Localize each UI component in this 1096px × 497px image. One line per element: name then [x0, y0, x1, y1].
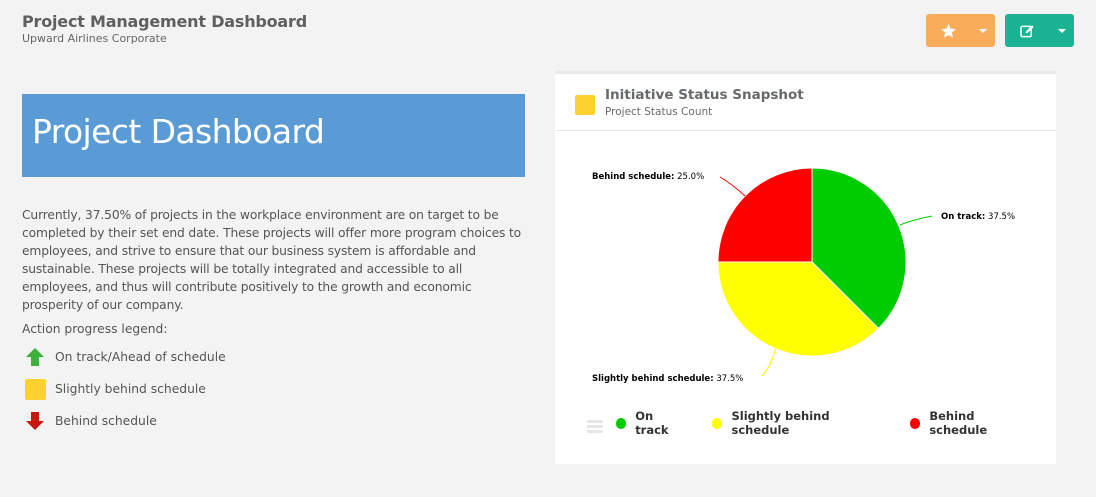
panel-title: Initiative Status Snapshot [605, 87, 804, 103]
chart-legend-item-on-track[interactable]: On track [615, 409, 689, 437]
description-text: Currently, 37.50% of projects in the wor… [22, 208, 522, 312]
page-title: Project Management Dashboard [22, 12, 307, 31]
panel-subtitle: Project Status Count [605, 106, 713, 118]
hero-banner: Project Dashboard [22, 94, 525, 177]
chart-legend-label: On track [635, 409, 669, 437]
label-on-track: On track: 37.5% [941, 212, 1015, 222]
yellow-square-icon [575, 95, 595, 115]
favorite-button[interactable] [926, 14, 970, 47]
star-icon [940, 23, 956, 38]
label-behind: Behind schedule: 25.0% [592, 172, 704, 182]
chart-legend-item-slightly-behind[interactable]: Slightly behind schedule [711, 409, 887, 437]
edit-button[interactable] [1005, 14, 1049, 47]
hamburger-icon[interactable] [587, 419, 603, 433]
favorite-dropdown-toggle[interactable] [970, 14, 995, 47]
chart-legend-label: Behind schedule [929, 409, 988, 437]
action-legend-title: Action progress legend: [22, 322, 168, 336]
chart-legend: On track Slightly behind schedule Behind… [587, 409, 1056, 437]
edit-dropdown-toggle[interactable] [1049, 14, 1074, 47]
label-slightly-behind: Slightly behind schedule: 37.5% [592, 374, 743, 384]
pie-slice-on-track[interactable] [811, 167, 907, 330]
legend-item-on-track: On track/Ahead of schedule [24, 346, 226, 368]
hero-title: Project Dashboard [32, 112, 325, 151]
page-subtitle: Upward Airlines Corporate [22, 32, 167, 45]
legend-item-slightly-behind: Slightly behind schedule [24, 378, 206, 400]
edit-button-group[interactable] [1005, 14, 1074, 47]
edit-icon [1019, 24, 1034, 37]
legend-label: Behind schedule [55, 414, 157, 428]
chart-legend-label: Slightly behind schedule [731, 409, 830, 437]
arrow-up-icon [24, 346, 46, 368]
chart-legend-item-behind[interactable]: Behind schedule [909, 409, 1033, 437]
pie-chart: On track: 37.5% Slightly behind schedule… [592, 167, 1015, 384]
legend-label: Slightly behind schedule [55, 382, 206, 396]
yellow-dot-icon [711, 417, 723, 429]
yellow-square-icon [24, 378, 46, 400]
caret-down-icon [978, 28, 987, 33]
caret-down-icon [1057, 28, 1066, 33]
panel-header: Initiative Status Snapshot Project Statu… [555, 74, 1056, 131]
red-dot-icon [909, 417, 921, 429]
status-snapshot-panel: Initiative Status Snapshot Project Statu… [555, 71, 1056, 464]
arrow-down-icon [24, 410, 46, 432]
green-dot-icon [615, 417, 627, 429]
page-header: Project Management Dashboard Upward Airl… [22, 12, 307, 46]
favorite-button-group[interactable] [926, 14, 995, 47]
legend-item-behind: Behind schedule [24, 410, 157, 432]
pie-slice-behind[interactable] [717, 167, 813, 263]
legend-label: On track/Ahead of schedule [55, 350, 226, 364]
